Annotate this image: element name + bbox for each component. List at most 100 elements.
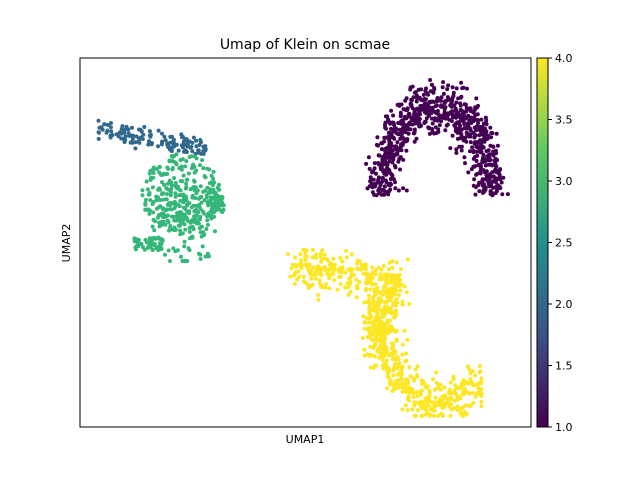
- point: [473, 140, 478, 145]
- point: [418, 392, 423, 397]
- point: [477, 364, 482, 368]
- point: [432, 100, 437, 104]
- point: [194, 144, 199, 149]
- point: [391, 279, 396, 284]
- point: [150, 247, 155, 252]
- point: [469, 167, 474, 172]
- point: [315, 264, 320, 269]
- point: [168, 158, 173, 163]
- colorbar-tick-label: 3.5: [555, 114, 573, 127]
- point: [372, 287, 377, 292]
- point: [383, 349, 388, 353]
- point: [354, 286, 359, 291]
- point: [389, 108, 394, 113]
- point: [422, 381, 427, 386]
- point: [186, 246, 191, 251]
- point: [123, 134, 128, 139]
- point: [403, 127, 408, 132]
- point: [184, 159, 189, 164]
- point: [156, 213, 161, 218]
- point: [148, 244, 153, 249]
- point: [493, 180, 498, 185]
- point: [168, 134, 173, 139]
- point: [486, 158, 491, 162]
- point: [327, 286, 332, 291]
- point: [151, 200, 156, 204]
- point: [181, 173, 186, 178]
- point: [221, 207, 226, 212]
- point: [412, 139, 417, 144]
- colorbar-tick-label: 2.5: [555, 237, 573, 250]
- point: [447, 389, 452, 394]
- point: [202, 174, 207, 179]
- point: [426, 403, 431, 408]
- point: [373, 333, 378, 338]
- point: [375, 308, 379, 313]
- point: [367, 316, 372, 321]
- point: [478, 381, 483, 386]
- point: [185, 177, 190, 182]
- point: [191, 135, 196, 140]
- point: [147, 236, 152, 241]
- point: [445, 87, 450, 92]
- point: [402, 381, 407, 386]
- point: [323, 268, 328, 272]
- point: [175, 211, 180, 215]
- point: [303, 258, 308, 263]
- point: [427, 113, 431, 118]
- point: [481, 145, 485, 150]
- point: [480, 179, 485, 184]
- point: [474, 149, 479, 154]
- point: [163, 138, 168, 143]
- point: [144, 197, 148, 202]
- point: [381, 264, 386, 268]
- point: [137, 136, 142, 141]
- point: [495, 143, 500, 148]
- point: [483, 131, 488, 136]
- point: [462, 387, 467, 392]
- point: [389, 294, 394, 299]
- point: [406, 131, 411, 136]
- point: [179, 164, 184, 169]
- point: [383, 135, 388, 140]
- point: [381, 324, 386, 329]
- point: [427, 399, 432, 403]
- point: [365, 352, 370, 357]
- point: [462, 102, 467, 107]
- point: [427, 390, 432, 394]
- point: [202, 147, 207, 152]
- point: [148, 198, 153, 203]
- point: [457, 394, 462, 399]
- point: [447, 403, 452, 408]
- point: [366, 155, 371, 160]
- point: [164, 186, 169, 191]
- point: [473, 373, 478, 378]
- point: [388, 382, 393, 387]
- point: [145, 187, 150, 192]
- point: [410, 84, 415, 89]
- point: [432, 131, 437, 136]
- point: [184, 216, 189, 221]
- point: [371, 305, 376, 310]
- point: [166, 248, 171, 253]
- point: [459, 383, 464, 388]
- point: [425, 410, 430, 415]
- scatter-points: [96, 78, 510, 418]
- point: [217, 187, 222, 192]
- point: [454, 150, 459, 155]
- point: [173, 249, 178, 254]
- point: [288, 274, 293, 279]
- point: [484, 122, 489, 127]
- point: [460, 110, 465, 115]
- point: [498, 176, 503, 181]
- point: [434, 370, 439, 375]
- point: [110, 133, 115, 137]
- point: [472, 177, 477, 182]
- point: [385, 320, 390, 325]
- point: [380, 176, 385, 181]
- point: [147, 129, 152, 134]
- point: [465, 126, 470, 131]
- point: [394, 308, 399, 313]
- point: [395, 140, 400, 145]
- point: [397, 371, 402, 376]
